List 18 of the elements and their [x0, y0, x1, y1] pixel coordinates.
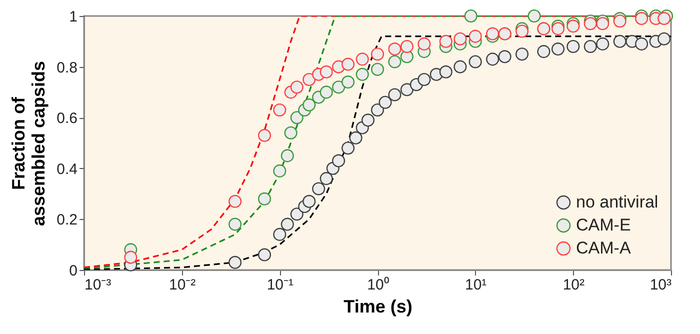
- x-tick-label: 10³: [650, 276, 672, 294]
- y-tick-label: 0.2: [56, 212, 78, 229]
- x-tick-label: 10²: [562, 276, 585, 294]
- x-tick-label: 10⁻¹: [266, 276, 294, 294]
- legend-label: CAM-A: [576, 238, 632, 258]
- legend-label: CAM-E: [576, 216, 631, 234]
- x-tick-label: 10¹: [464, 276, 487, 294]
- y-tick-label: 0.4: [56, 160, 78, 178]
- x-tick-label: 10⁻²: [168, 276, 196, 294]
- x-tick-label: 10⁻³: [84, 276, 112, 294]
- legend-label: no antiviral: [576, 192, 658, 212]
- y-tick-label: 1: [69, 8, 78, 26]
- y-tick-label: 0.8: [56, 59, 78, 76]
- y-tick-label: 0: [69, 262, 78, 280]
- x-tick-label: 10⁰: [367, 276, 389, 294]
- y-axis-title: Fraction of assembled capsids: [8, 60, 49, 226]
- x-axis-title: Time (s): [344, 296, 412, 316]
- y-tick-label: 0.6: [56, 110, 78, 128]
